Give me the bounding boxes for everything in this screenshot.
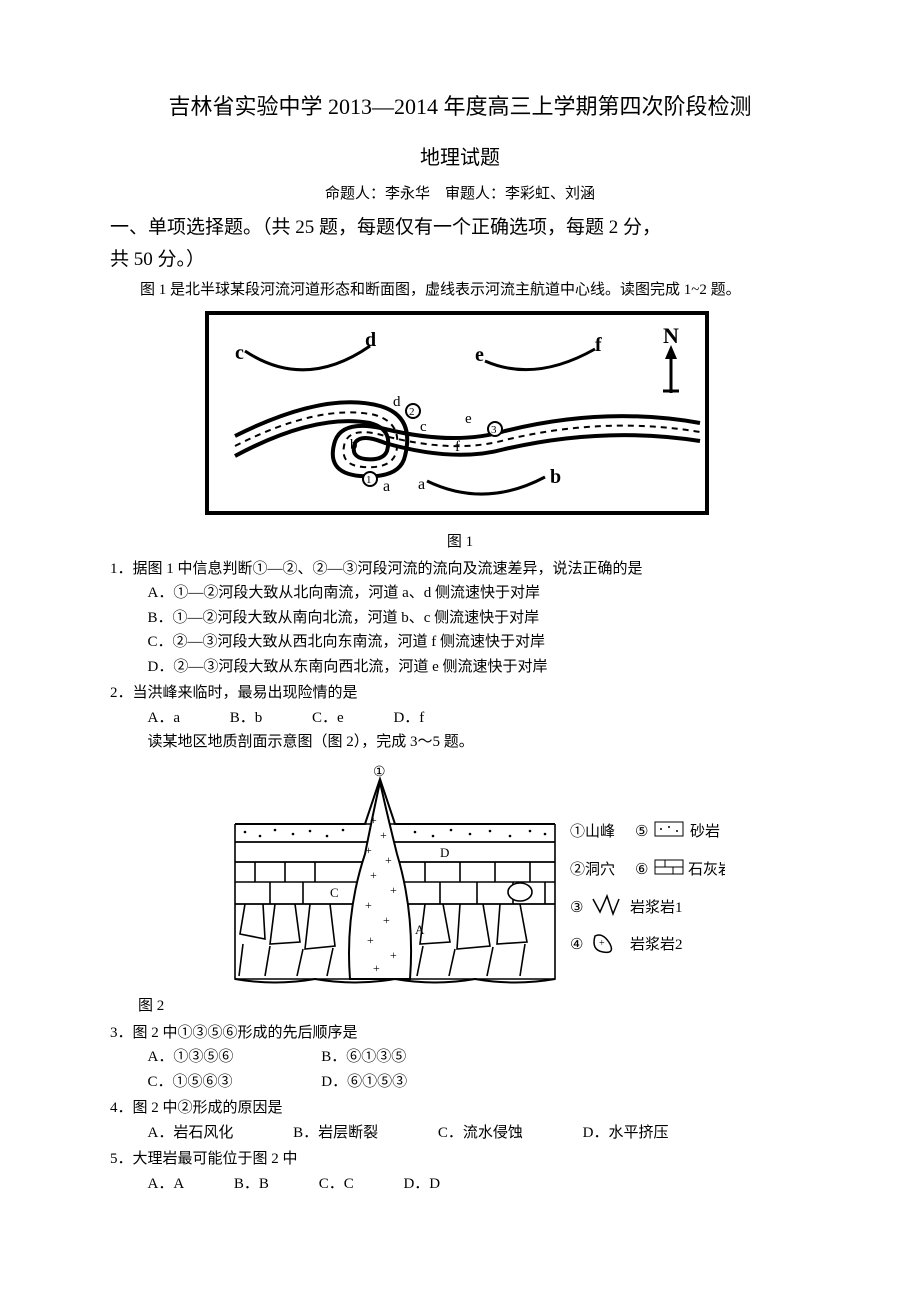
q1-stem: 1．据图 1 中信息判断①—②、②—③河段河流的流向及流速差异，说法正确的是 — [110, 558, 810, 581]
section-header-l1: 一、单项选择题。（共 25 题，每题仅有一个正确选项，每题 2 分， — [110, 214, 810, 243]
figure-1-caption: 图 1 — [110, 531, 810, 554]
svg-text:D: D — [440, 845, 449, 860]
svg-text:3: 3 — [491, 424, 497, 436]
q5-stem: 5．大理岩最可能位于图 2 中 — [110, 1148, 810, 1171]
q3-stem: 3．图 2 中①③⑤⑥形成的先后顺序是 — [110, 1022, 810, 1045]
fig1-label-b: b — [550, 466, 561, 488]
q4-opt-c: C．流水侵蚀 — [438, 1122, 523, 1145]
q1-opt-c: C．②—③河段大致从西北向东南流，河道 f 侧流速快于对岸 — [148, 631, 811, 654]
fig2-leg-2: ②洞穴 — [570, 861, 615, 878]
fig2-leg-3: 岩浆岩1 — [630, 898, 683, 916]
fig1-label-f2: f — [455, 439, 460, 455]
svg-text:+: + — [383, 913, 390, 927]
q5-options: A．A B．B C．C D．D — [148, 1173, 811, 1196]
q2-opt-a: A．a — [148, 707, 181, 730]
svg-text:+: + — [365, 843, 372, 857]
main-title: 吉林省实验中学 2013—2014 年度高三上学期第四次阶段检测 — [110, 90, 810, 123]
svg-text:A: A — [415, 922, 425, 937]
q3-opt-a: A．①③⑤⑥ — [148, 1046, 318, 1069]
fig2-leg-5n: ⑤ — [635, 824, 648, 840]
subtitle: 地理试题 — [110, 143, 810, 173]
q1-opt-b: B．①—②河段大致从南向北流，河道 b、c 侧流速快于对岸 — [148, 607, 811, 630]
q2-options: A．a B．b C．e D．f — [148, 707, 811, 730]
fig2-leg-5: 砂岩 — [690, 823, 720, 840]
fig1-label-e2: e — [465, 411, 472, 427]
fig1-label-d: d — [365, 329, 376, 351]
fig1-label-N: N — [663, 323, 679, 348]
q5-opt-d: D．D — [403, 1173, 440, 1196]
fig2-leg-4: 岩浆岩2 — [630, 935, 683, 953]
q4-stem: 4．图 2 中②形成的原因是 — [110, 1097, 810, 1120]
q4-opt-a: A．岩石风化 — [148, 1122, 234, 1145]
q2-opt-b: B．b — [230, 707, 263, 730]
svg-text:+: + — [385, 853, 392, 867]
svg-text:2: 2 — [409, 406, 415, 418]
figure-2: B D C A +++ — [130, 764, 810, 1018]
intro-fig1: 图 1 是北半球某段河流河道形态和断面图，虚线表示河流主航道中心线。读图完成 1… — [110, 279, 810, 302]
svg-text:①: ① — [373, 765, 386, 780]
intro-fig2: 读某地区地质剖面示意图（图 2），完成 3～5 题。 — [110, 731, 810, 754]
q4-opt-d: D．水平挤压 — [583, 1122, 669, 1145]
svg-text:+: + — [373, 961, 380, 975]
q5-opt-a: A．A — [148, 1173, 185, 1196]
fig1-label-c2: c — [420, 419, 427, 435]
svg-text:+: + — [367, 933, 374, 947]
fig1-label-b2s: b — [350, 437, 358, 453]
svg-text:+: + — [390, 883, 397, 897]
fig1-label-d2: d — [393, 394, 401, 410]
fig2-leg-3n: ③ — [570, 900, 583, 916]
q4-opt-b: B．岩层断裂 — [293, 1122, 378, 1145]
q3-opt-c: C．①⑤⑥③ — [148, 1071, 318, 1094]
svg-text:C: C — [330, 885, 339, 900]
fig1-label-a2: a — [418, 476, 425, 493]
fig2-leg-1: ①山峰 — [570, 823, 615, 840]
q2-stem: 2．当洪峰来临时，最易出现险情的是 — [110, 682, 810, 705]
svg-text:+: + — [380, 828, 387, 842]
q5-opt-b: B．B — [234, 1173, 269, 1196]
section-header-l2: 共 50 分。） — [110, 246, 810, 275]
q1-options: A．①—②河段大致从北向南流，河道 a、d 侧流速快于对岸 B．①—②河段大致从… — [148, 582, 811, 678]
fig1-label-a1: a — [383, 478, 390, 495]
svg-text:+: + — [370, 868, 377, 882]
fig1-label-e: e — [475, 344, 484, 366]
q1-opt-a: A．①—②河段大致从北向南流，河道 a、d 侧流速快于对岸 — [148, 582, 811, 605]
svg-text:+: + — [390, 948, 397, 962]
figure-2-caption: 图 2 — [138, 995, 164, 1018]
q3-opt-d: D．⑥①⑤③ — [321, 1074, 407, 1090]
fig2-leg-6n: ⑥ — [635, 862, 648, 878]
fig2-leg-4n: ④ — [570, 937, 583, 953]
q3-opt-b: B．⑥①③⑤ — [321, 1049, 406, 1065]
svg-text:+: + — [370, 813, 377, 827]
q5-opt-c: C．C — [319, 1173, 354, 1196]
q3-options: A．①③⑤⑥ B．⑥①③⑤ C．①⑤⑥③ D．⑥①⑤③ — [148, 1046, 811, 1093]
fig1-label-f: f — [595, 334, 602, 356]
q1-opt-d: D．②—③河段大致从东南向西北流，河道 e 侧流速快于对岸 — [148, 656, 811, 679]
fig2-leg-6: 石灰岩 — [688, 861, 725, 878]
q2-opt-c: C．e — [312, 707, 344, 730]
svg-text:+: + — [365, 898, 372, 912]
authors: 命题人：李永华 审题人：李彩虹、刘涵 — [110, 183, 810, 206]
q2-opt-d: D．f — [393, 707, 424, 730]
svg-text:1: 1 — [366, 474, 372, 486]
figure-1: c d e f N d c e f b 1 2 3 a a b — [110, 311, 810, 529]
fig1-label-c: c — [235, 342, 244, 364]
svg-text:+: + — [599, 938, 605, 949]
q4-options: A．岩石风化 B．岩层断裂 C．流水侵蚀 D．水平挤压 — [148, 1122, 811, 1145]
